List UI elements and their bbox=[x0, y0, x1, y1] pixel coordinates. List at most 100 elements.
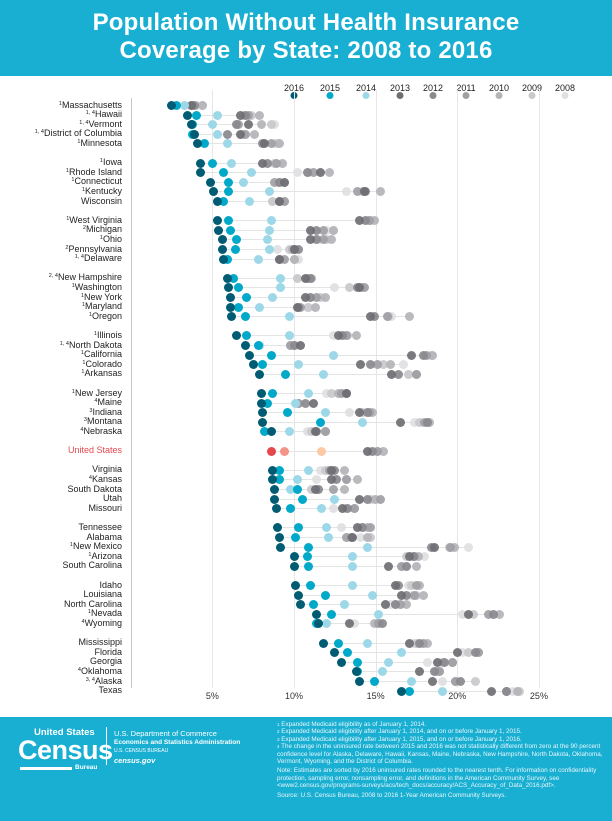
footnote-marker: 1 bbox=[99, 234, 103, 241]
dot-2011 bbox=[266, 139, 276, 149]
dot-2015 bbox=[242, 331, 252, 341]
dot-2012 bbox=[312, 225, 322, 235]
dot-2011 bbox=[309, 168, 319, 178]
dot-2013 bbox=[384, 561, 394, 571]
dot-2013 bbox=[433, 657, 443, 667]
dot-2011 bbox=[395, 600, 405, 610]
dot-2013 bbox=[310, 427, 320, 437]
dot-2014 bbox=[304, 389, 314, 398]
x-tick-label: 10% bbox=[284, 691, 304, 701]
state-label: 1Kentucky bbox=[81, 185, 122, 196]
census-gov-link[interactable]: census.gov bbox=[114, 756, 156, 765]
range-line bbox=[222, 239, 332, 241]
state-label: 1Arizona bbox=[88, 550, 122, 561]
footnote-marker: 2, 4 bbox=[48, 273, 58, 280]
state-label: 1Oregon bbox=[88, 310, 122, 321]
state-label: 1Massachusetts bbox=[58, 99, 122, 110]
dot-2015 bbox=[291, 533, 301, 542]
dot-2013 bbox=[390, 581, 400, 590]
footnote-item: 1 Expanded Medicaid eligibility as of Ja… bbox=[277, 721, 607, 728]
dot-2015 bbox=[224, 177, 234, 187]
dot-2010 bbox=[411, 561, 421, 571]
legend-label-2013: 2013 bbox=[389, 83, 411, 93]
footnote-marker: 2 bbox=[65, 244, 69, 251]
dot-2008 bbox=[328, 504, 338, 514]
dot-2014 bbox=[245, 197, 255, 206]
dot-2016 bbox=[273, 523, 283, 533]
range-line bbox=[401, 690, 520, 692]
dot-2008 bbox=[457, 648, 467, 658]
dot-2015 bbox=[302, 552, 312, 562]
range-line bbox=[295, 585, 420, 586]
dot-2010 bbox=[353, 475, 363, 485]
state-label: 1, 4District of Columbia bbox=[34, 128, 122, 139]
footnote-text: Expanded Medicaid eligibility after Janu… bbox=[279, 728, 522, 736]
dot-2010 bbox=[423, 638, 433, 648]
dot-2015 bbox=[297, 494, 307, 504]
dot-2014 bbox=[407, 677, 417, 686]
state-label: 1Illinois bbox=[93, 329, 122, 340]
dot-2010 bbox=[340, 485, 350, 494]
dot-2010 bbox=[369, 619, 379, 629]
dot-2012 bbox=[470, 648, 480, 658]
dot-2015 bbox=[294, 523, 304, 533]
footnote-marker: 1 bbox=[71, 388, 75, 395]
range-line bbox=[276, 508, 355, 510]
legend-dot-2013 bbox=[396, 92, 404, 99]
range-line bbox=[213, 191, 381, 193]
dot-2015 bbox=[219, 197, 229, 206]
range-line bbox=[253, 364, 404, 366]
footnote-marker: 1 bbox=[81, 186, 85, 193]
dot-2013 bbox=[405, 638, 415, 648]
dot-2015 bbox=[191, 110, 201, 120]
dot-2011 bbox=[382, 312, 392, 322]
state-label: Wisconsin bbox=[80, 195, 122, 206]
dot-2013 bbox=[338, 504, 348, 514]
footnote-marker: 1 bbox=[82, 359, 86, 366]
dot-2013 bbox=[333, 331, 343, 341]
footnote-marker: 2 bbox=[82, 225, 86, 232]
dot-2015 bbox=[225, 225, 235, 235]
dot-2008 bbox=[398, 360, 408, 370]
range-line bbox=[228, 287, 365, 289]
state-label: Idaho bbox=[99, 579, 122, 590]
dot-2010 bbox=[274, 139, 284, 149]
dot-2013 bbox=[243, 120, 253, 130]
dot-2015 bbox=[260, 427, 270, 437]
legend-label-2011: 2011 bbox=[456, 83, 476, 93]
chart-title: Population Without Health Insurance Cove… bbox=[0, 9, 612, 65]
footer: United States Census Bureau U.S. Departm… bbox=[0, 717, 612, 821]
dot-2008 bbox=[356, 533, 366, 542]
dot-2010 bbox=[255, 110, 265, 120]
dot-2015 bbox=[304, 542, 314, 552]
dot-2011 bbox=[397, 561, 407, 571]
dot-2009 bbox=[266, 120, 276, 130]
dot-2011 bbox=[446, 542, 456, 552]
dot-2015 bbox=[232, 235, 242, 245]
footnote-marker: 3, 4 bbox=[85, 676, 95, 683]
dot-2010 bbox=[513, 686, 523, 696]
dot-2016 bbox=[294, 590, 304, 600]
dot-2015 bbox=[233, 302, 243, 312]
dot-2013 bbox=[300, 293, 310, 302]
dot-2008 bbox=[328, 331, 338, 341]
range-line bbox=[218, 229, 334, 231]
footer-divider bbox=[106, 727, 107, 765]
dot-2015 bbox=[282, 408, 292, 418]
x-tick-label: 20% bbox=[448, 691, 467, 701]
dot-2013 bbox=[235, 110, 245, 120]
dot-2008 bbox=[420, 552, 430, 562]
census-bureau-logo: United States Census Bureau bbox=[18, 727, 113, 775]
footnote-item: 4 The change in the uninsured rate betwe… bbox=[277, 743, 607, 765]
dot-2012 bbox=[390, 600, 400, 610]
dot-2011 bbox=[328, 485, 338, 494]
dot-2012 bbox=[312, 235, 322, 245]
footnote-marker: 3 bbox=[89, 407, 93, 414]
footnote-marker: 1 bbox=[88, 551, 92, 558]
dot-2013 bbox=[296, 341, 306, 350]
dot-2016 bbox=[189, 129, 199, 139]
footnote-marker: 1 bbox=[93, 330, 97, 337]
dot-2014 bbox=[317, 504, 327, 514]
dot-2014 bbox=[328, 350, 338, 360]
dot-2016 bbox=[222, 273, 232, 283]
